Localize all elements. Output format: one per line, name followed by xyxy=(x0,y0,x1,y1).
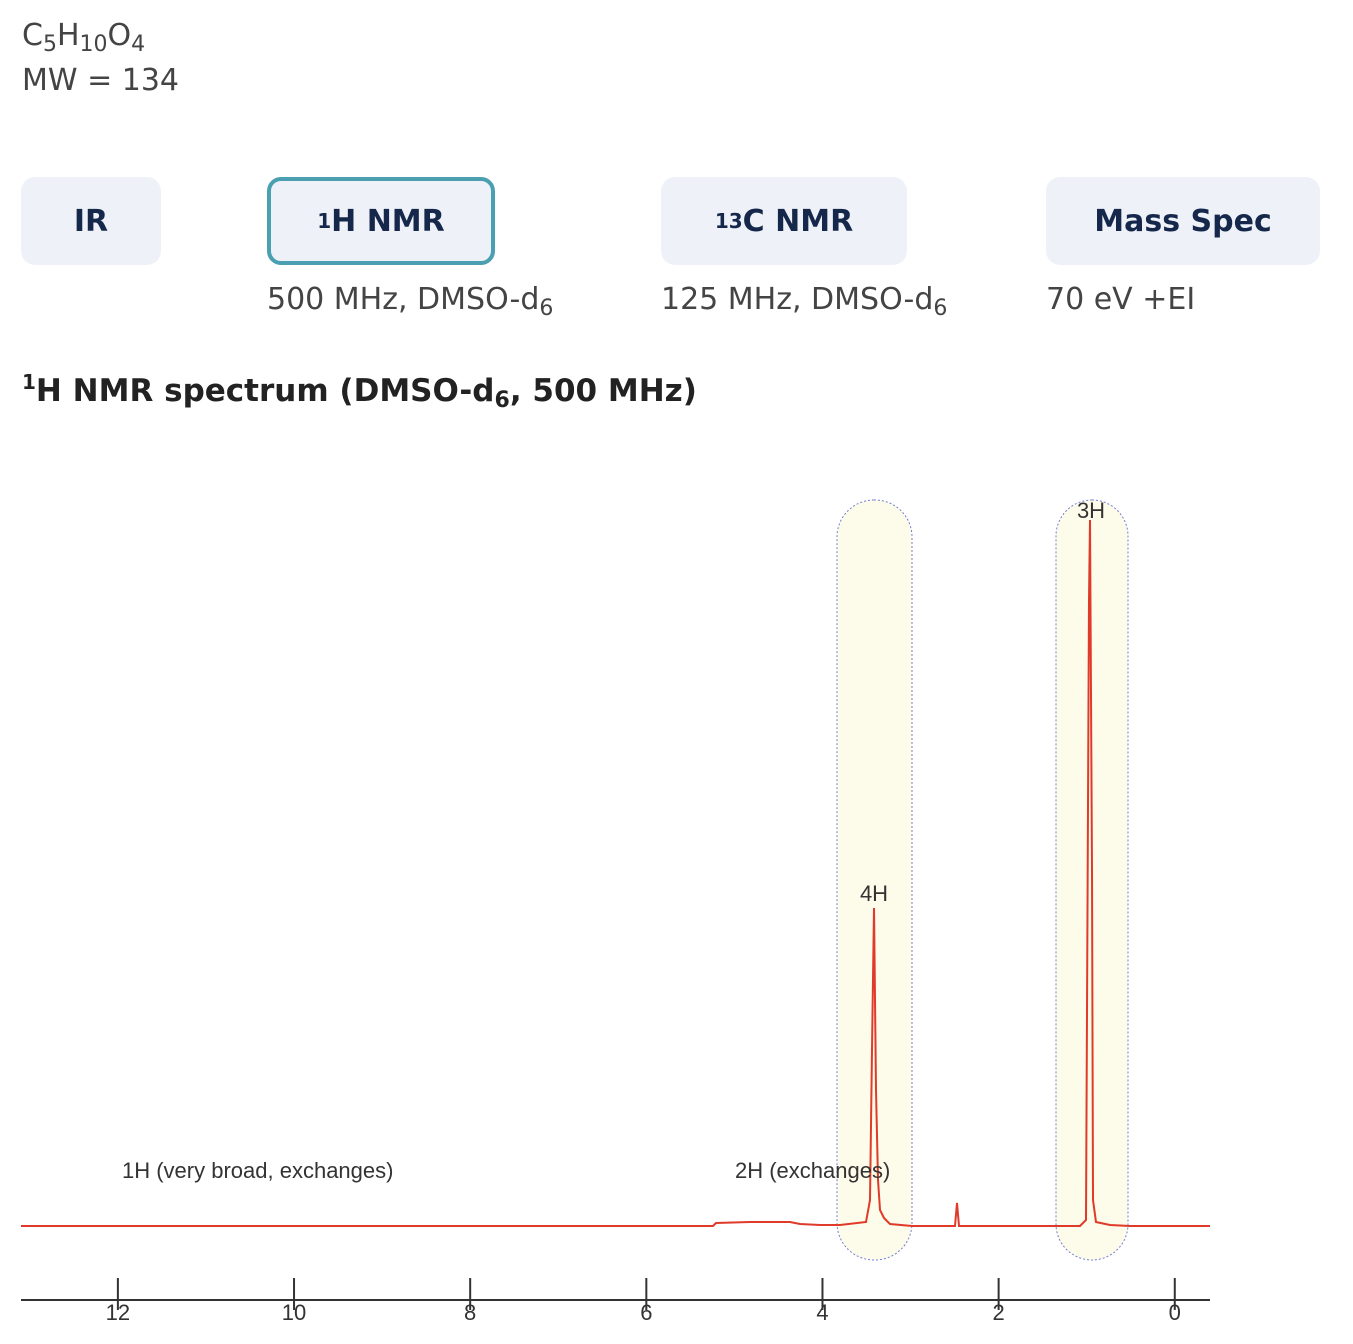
x-tick-label: 8 xyxy=(464,1300,476,1325)
spectrum: 12 10 8 6 4 2 0 1H (very broad, exchanges) 2H (e… xyxy=(21,498,1210,1325)
x-tick-label: 2 xyxy=(992,1300,1004,1325)
x-tick-label: 12 xyxy=(106,1300,130,1325)
formula: C5H10O4 xyxy=(22,18,146,57)
peak-annotation: 2H (exchanges) xyxy=(735,1158,890,1183)
spectrum-heading: 1H NMR spectrum (DMSO-d6, 500 MHz) xyxy=(22,370,697,413)
tab-note: 125 MHz, DMSO-d6 xyxy=(661,282,948,321)
peak-annotation: 1H (very broad, exchanges) xyxy=(122,1158,393,1183)
spectrum-trace xyxy=(21,519,1210,1227)
tab-button[interactable]: IR xyxy=(21,177,161,265)
tab-button[interactable]: 13 C NMR xyxy=(661,177,907,265)
x-tick-label: 6 xyxy=(640,1300,652,1325)
peak-annotation: 4H xyxy=(860,881,888,906)
x-tick-label: 4 xyxy=(816,1300,828,1325)
x-tick-label: 10 xyxy=(282,1300,306,1325)
molecular-weight: MW = 134 xyxy=(22,63,180,98)
tab-note: 500 MHz, DMSO-d6 xyxy=(267,282,554,321)
highlight xyxy=(836,499,913,1261)
tab-note: 70 eV +EI xyxy=(1046,282,1196,317)
compound-info: C5H10O4 MW = 134 xyxy=(22,18,179,99)
tab-button[interactable]: Mass Spec xyxy=(1046,177,1320,265)
peak-annotation: 3H xyxy=(1077,498,1105,523)
x-tick-label: 0 xyxy=(1169,1300,1181,1325)
